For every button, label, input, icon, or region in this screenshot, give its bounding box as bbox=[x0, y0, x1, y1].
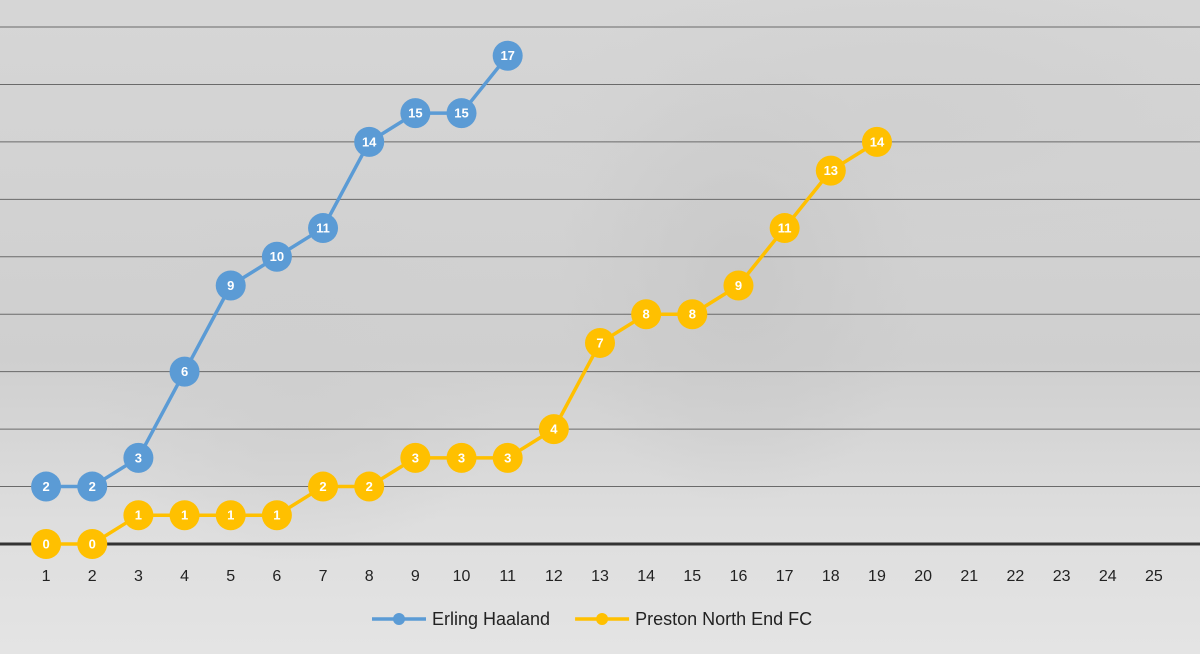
data-point bbox=[261, 500, 292, 531]
data-point bbox=[538, 414, 569, 445]
legend-marker bbox=[393, 613, 405, 625]
x-tick-label: 12 bbox=[545, 568, 563, 585]
data-point bbox=[308, 471, 339, 502]
data-label: 15 bbox=[454, 106, 468, 121]
x-tick-label: 25 bbox=[1145, 568, 1163, 585]
data-label: 11 bbox=[778, 220, 792, 235]
data-point bbox=[861, 126, 892, 157]
x-tick-label: 13 bbox=[591, 568, 609, 585]
series-line bbox=[46, 140, 878, 546]
data-label: 2 bbox=[42, 479, 49, 494]
data-label: 1 bbox=[273, 508, 280, 523]
data-point bbox=[677, 299, 708, 330]
legend-label: Preston North End FC bbox=[635, 609, 812, 629]
data-label: 14 bbox=[362, 134, 377, 149]
x-tick-label: 15 bbox=[683, 568, 701, 585]
data-point bbox=[215, 500, 246, 531]
data-label: 10 bbox=[270, 249, 284, 264]
x-tick-label: 11 bbox=[499, 568, 516, 585]
data-label: 2 bbox=[319, 479, 326, 494]
x-tick-label: 16 bbox=[730, 568, 748, 585]
data-point bbox=[308, 213, 339, 244]
data-point bbox=[769, 213, 800, 244]
data-point bbox=[400, 98, 431, 129]
x-tick-label: 2 bbox=[88, 568, 97, 585]
data-label: 3 bbox=[135, 450, 142, 465]
legend-marker bbox=[596, 613, 609, 625]
x-tick-label: 10 bbox=[453, 568, 471, 585]
data-point bbox=[400, 442, 431, 473]
x-tick-label: 20 bbox=[914, 568, 932, 585]
data-point bbox=[215, 270, 246, 301]
legend-label: Erling Haaland bbox=[432, 609, 550, 629]
data-point bbox=[169, 500, 200, 531]
data-label: 13 bbox=[824, 163, 838, 178]
data-point bbox=[446, 442, 477, 473]
data-label: 14 bbox=[870, 134, 885, 149]
data-label: 9 bbox=[227, 278, 234, 293]
data-label: 15 bbox=[408, 106, 422, 121]
x-tick-label: 5 bbox=[226, 568, 235, 585]
data-point bbox=[492, 442, 523, 473]
x-tick-label: 14 bbox=[637, 568, 655, 585]
data-point bbox=[492, 40, 523, 71]
data-label: 3 bbox=[412, 450, 419, 465]
data-point bbox=[723, 270, 754, 301]
x-tick-label: 23 bbox=[1053, 568, 1071, 585]
x-tick-label: 8 bbox=[365, 568, 374, 585]
x-tick-label: 4 bbox=[180, 568, 189, 585]
data-label: 0 bbox=[42, 536, 49, 551]
data-point bbox=[631, 299, 662, 330]
data-point bbox=[446, 98, 477, 129]
x-tick-label: 24 bbox=[1099, 568, 1117, 585]
x-tick-label: 18 bbox=[822, 568, 840, 585]
x-tick-label: 19 bbox=[868, 568, 886, 585]
data-point bbox=[354, 471, 385, 502]
data-label: 9 bbox=[735, 278, 742, 293]
data-label: 1 bbox=[181, 508, 188, 523]
data-point bbox=[123, 500, 154, 531]
data-point bbox=[31, 471, 62, 502]
data-label: 1 bbox=[135, 508, 142, 523]
x-tick-label: 9 bbox=[411, 568, 420, 585]
x-tick-label: 1 bbox=[42, 568, 51, 585]
data-label: 3 bbox=[458, 450, 465, 465]
data-label: 2 bbox=[366, 479, 373, 494]
x-tick-label: 6 bbox=[272, 568, 281, 585]
data-label: 17 bbox=[500, 48, 514, 63]
data-label: 7 bbox=[596, 335, 603, 350]
data-label: 8 bbox=[643, 307, 650, 322]
x-tick-label: 21 bbox=[960, 568, 978, 585]
data-point bbox=[585, 327, 615, 358]
x-tick-label: 7 bbox=[319, 568, 328, 585]
data-point bbox=[77, 529, 108, 559]
data-label: 2 bbox=[89, 479, 96, 494]
x-tick-label: 17 bbox=[776, 568, 794, 585]
data-label: 0 bbox=[89, 536, 96, 551]
data-label: 8 bbox=[689, 307, 696, 322]
data-point bbox=[123, 442, 154, 473]
data-label: 6 bbox=[181, 364, 188, 379]
data-label: 4 bbox=[550, 422, 558, 437]
data-label: 11 bbox=[316, 220, 330, 235]
data-label: 1 bbox=[227, 508, 234, 523]
data-point bbox=[815, 155, 846, 186]
data-point bbox=[31, 529, 62, 559]
data-point bbox=[169, 356, 200, 387]
data-point bbox=[354, 126, 385, 157]
data-point bbox=[77, 471, 108, 502]
data-point bbox=[261, 241, 292, 272]
x-tick-label: 3 bbox=[134, 568, 143, 585]
x-tick-label: 22 bbox=[1007, 568, 1025, 585]
data-label: 3 bbox=[504, 450, 511, 465]
